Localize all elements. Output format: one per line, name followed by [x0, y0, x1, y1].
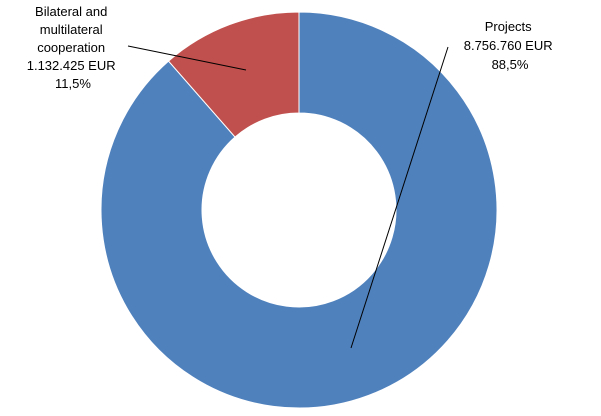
slice-label-projects: Projects 8.756.760 EUR 88,5% — [464, 19, 557, 72]
label-bilateral-value: 1.132.425 EUR — [27, 58, 116, 73]
label-bilateral-line2: multilateral — [40, 22, 103, 37]
slice-label-bilateral: Bilateral and multilateral cooperation 1… — [27, 4, 120, 91]
chart-slices — [100, 11, 498, 409]
slice-projects — [100, 11, 498, 409]
label-bilateral-line3: cooperation — [37, 40, 105, 55]
label-projects-value: 8.756.760 EUR — [464, 38, 553, 53]
label-bilateral-line1: Bilateral and — [35, 4, 107, 19]
label-projects-name: Projects — [485, 19, 532, 34]
leader-line-bilateral — [127, 45, 247, 71]
label-bilateral-percent: 11,5% — [55, 76, 91, 91]
label-projects-percent: 88,5% — [492, 57, 529, 72]
leader-line-projects — [350, 46, 449, 349]
slice-bilateral — [167, 11, 300, 138]
